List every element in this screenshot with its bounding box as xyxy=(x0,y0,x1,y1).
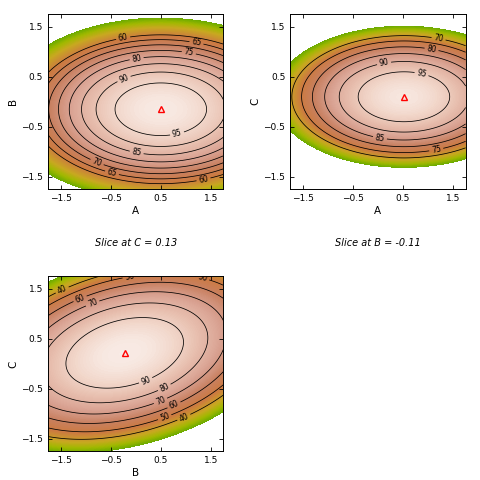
Text: 85: 85 xyxy=(374,132,385,143)
Y-axis label: C: C xyxy=(9,360,19,368)
Text: 70: 70 xyxy=(433,33,444,44)
Text: Slice at B = -0.11: Slice at B = -0.11 xyxy=(335,238,421,248)
Text: 70: 70 xyxy=(86,298,99,309)
Text: 50: 50 xyxy=(196,273,208,284)
Text: 75: 75 xyxy=(183,48,194,58)
Text: 40: 40 xyxy=(178,411,190,423)
X-axis label: A: A xyxy=(374,206,382,216)
Text: 75: 75 xyxy=(431,144,442,155)
X-axis label: B: B xyxy=(132,468,139,478)
Text: 80: 80 xyxy=(158,381,171,394)
Text: 60: 60 xyxy=(198,174,209,185)
Text: 90: 90 xyxy=(140,374,152,386)
Text: 40: 40 xyxy=(56,284,69,296)
Text: 65: 65 xyxy=(106,168,118,179)
Y-axis label: C: C xyxy=(251,98,261,106)
Text: 65: 65 xyxy=(191,37,202,48)
Text: 95: 95 xyxy=(171,128,183,139)
Text: 50: 50 xyxy=(124,272,135,282)
Y-axis label: B: B xyxy=(9,98,19,105)
Text: 80: 80 xyxy=(426,44,437,54)
Text: 60: 60 xyxy=(74,293,86,305)
Text: 60: 60 xyxy=(118,33,129,43)
Text: 60: 60 xyxy=(168,399,180,411)
Text: 85: 85 xyxy=(131,147,142,158)
Text: 80: 80 xyxy=(131,53,142,64)
Text: 70: 70 xyxy=(91,156,103,168)
Text: 70: 70 xyxy=(154,395,167,407)
Text: 90: 90 xyxy=(378,58,390,69)
Text: 95: 95 xyxy=(416,68,427,79)
Text: Slice at C = 0.13: Slice at C = 0.13 xyxy=(95,238,177,248)
Text: 90: 90 xyxy=(118,72,130,84)
X-axis label: A: A xyxy=(132,206,139,216)
Text: 50: 50 xyxy=(158,411,171,423)
